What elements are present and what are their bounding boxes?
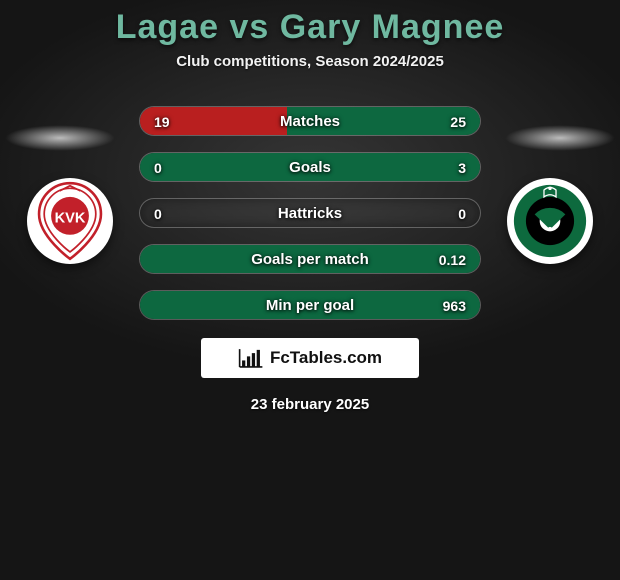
stat-row: 03Goals xyxy=(139,152,481,182)
stat-row: 1925Matches xyxy=(139,106,481,136)
right-highlight-ellipse xyxy=(505,125,615,151)
comparison-title: Lagae vs Gary Magnee xyxy=(0,8,620,47)
player1-name: Lagae xyxy=(116,8,219,46)
kortrijk-icon: KVK xyxy=(27,178,113,264)
subtitle: Club competitions, Season 2024/2025 xyxy=(0,53,620,70)
stat-label: Goals per match xyxy=(140,245,480,274)
stat-row: 963Min per goal xyxy=(139,290,481,320)
date-label: 23 february 2025 xyxy=(0,396,620,413)
svg-text:KVK: KVK xyxy=(55,211,86,227)
left-highlight-ellipse xyxy=(5,125,115,151)
stat-row: 00Hattricks xyxy=(139,198,481,228)
team-left-badge: KVK xyxy=(27,178,113,264)
stat-label: Goals xyxy=(140,153,480,182)
stat-label: Min per goal xyxy=(140,291,480,320)
player2-name: Gary Magnee xyxy=(280,8,505,46)
team-right-badge xyxy=(507,178,593,264)
stat-label: Matches xyxy=(140,107,480,136)
stat-label: Hattricks xyxy=(140,199,480,228)
vs-label: vs xyxy=(229,8,269,46)
stat-row: 0.12Goals per match xyxy=(139,244,481,274)
brand-box[interactable]: FcTables.com xyxy=(201,338,419,378)
brand-chart-icon xyxy=(238,347,264,369)
brand-label: FcTables.com xyxy=(270,348,382,368)
cercle-brugge-icon xyxy=(507,178,593,264)
